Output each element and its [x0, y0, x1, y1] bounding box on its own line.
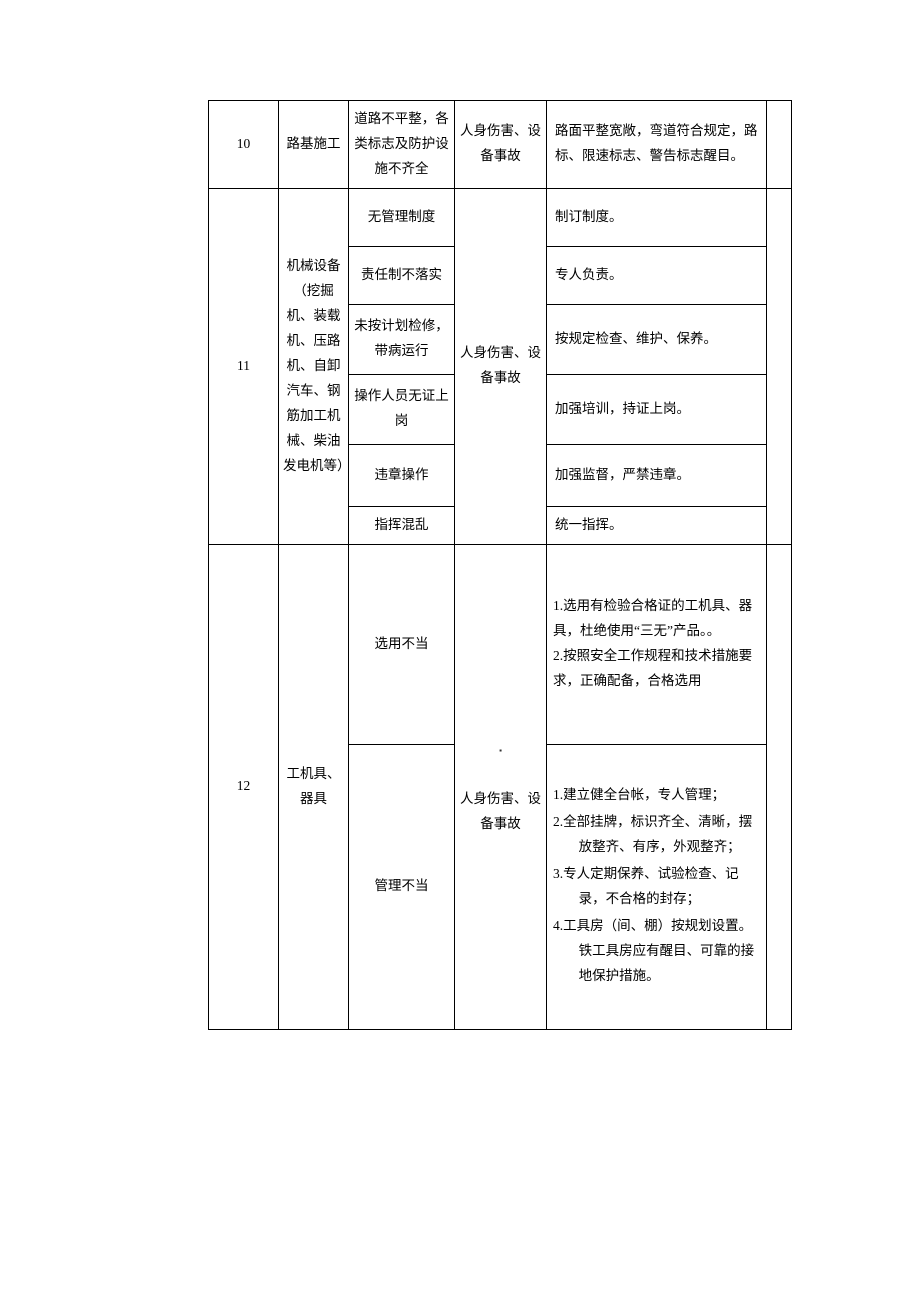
- measure-cell: 专人负责。: [547, 246, 767, 304]
- risk-table-container: 10 路基施工 道路不平整，各类标志及防护设施不齐全 人身伤害、设备事故 路面平…: [208, 100, 792, 1030]
- measure-line: 1.建立健全台帐，专人管理；: [553, 783, 760, 808]
- empty-cell: [767, 188, 792, 544]
- hazard-cell: 选用不当: [349, 544, 455, 744]
- row-number: 12: [209, 544, 279, 1029]
- measure-cell: 加强监督，严禁违章。: [547, 444, 767, 506]
- category-cell: 机械设备（挖掘机、装载机、压路机、自卸汽车、钢筋加工机械、柴油发电机等）: [279, 188, 349, 544]
- risk-table: 10 路基施工 道路不平整，各类标志及防护设施不齐全 人身伤害、设备事故 路面平…: [208, 100, 792, 1030]
- table-row: 10 路基施工 道路不平整，各类标志及防护设施不齐全 人身伤害、设备事故 路面平…: [209, 101, 792, 189]
- risk-text: 人身伤害、设备事故: [460, 791, 541, 831]
- risk-cell: 人身伤害、设备事故: [455, 188, 547, 544]
- measure-cell: 统一指挥。: [547, 506, 767, 544]
- hazard-cell: 管理不当: [349, 744, 455, 1029]
- measure-cell: 1.建立健全台帐，专人管理； 2.全部挂牌，标识齐全、清晰，摆放整齐、有序，外观…: [547, 744, 767, 1029]
- hazard-cell: 违章操作: [349, 444, 455, 506]
- row-number: 11: [209, 188, 279, 544]
- measure-cell: 加强培训，持证上岗。: [547, 374, 767, 444]
- bullet-icon: ▪: [499, 746, 502, 755]
- empty-cell: [767, 101, 792, 189]
- measure-cell: 路面平整宽敞，弯道符合规定，路标、限速标志、警告标志醒目。: [547, 101, 767, 189]
- hazard-cell: 无管理制度: [349, 188, 455, 246]
- measure-cell: 1.选用有检验合格证的工机具、器具，杜绝使用“三无”产品。。 2.按照安全工作规…: [547, 544, 767, 744]
- hazard-cell: 未按计划检修，带病运行: [349, 304, 455, 374]
- measure-cell: 制订制度。: [547, 188, 767, 246]
- category-cell: 路基施工: [279, 101, 349, 189]
- table-row: 11 机械设备（挖掘机、装载机、压路机、自卸汽车、钢筋加工机械、柴油发电机等） …: [209, 188, 792, 246]
- measure-line: 3.专人定期保养、试验检查、记录，不合格的封存；: [553, 862, 760, 912]
- risk-cell: 人身伤害、设备事故: [455, 101, 547, 189]
- risk-cell: ▪ 人身伤害、设备事故: [455, 544, 547, 1029]
- measure-line: 1.选用有检验合格证的工机具、器具，杜绝使用“三无”产品。。: [553, 594, 760, 644]
- category-cell: 工机具、器具: [279, 544, 349, 1029]
- hazard-cell: 指挥混乱: [349, 506, 455, 544]
- measure-line: 2.全部挂牌，标识齐全、清晰，摆放整齐、有序，外观整齐；: [553, 810, 760, 860]
- hazard-cell: 责任制不落实: [349, 246, 455, 304]
- measure-line: 2.按照安全工作规程和技术措施要求，正确配备，合格选用: [553, 644, 760, 694]
- table-row: 12 工机具、器具 选用不当 ▪ 人身伤害、设备事故 1.选用有检验合格证的工机…: [209, 544, 792, 744]
- measure-cell: 按规定检查、维护、保养。: [547, 304, 767, 374]
- empty-cell: [767, 544, 792, 1029]
- measure-line: 4.工具房（间、棚）按规划设置。铁工具房应有醒目、可靠的接地保护措施。: [553, 914, 760, 989]
- hazard-cell: 道路不平整，各类标志及防护设施不齐全: [349, 101, 455, 189]
- hazard-cell: 操作人员无证上岗: [349, 374, 455, 444]
- row-number: 10: [209, 101, 279, 189]
